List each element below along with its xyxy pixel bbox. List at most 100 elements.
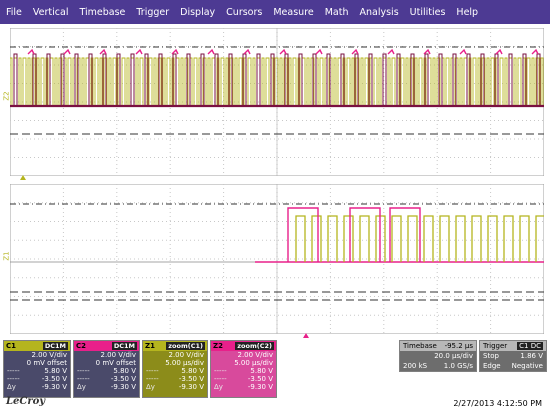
descriptor-header: Z2 zoom(C2) — [211, 341, 276, 351]
trigger-header: Trigger C1 DC — [480, 341, 546, 351]
date-time: 2/27/2013 4:12:50 PM — [453, 399, 542, 408]
descriptor-row: ----- -3.50 V — [4, 375, 70, 383]
descriptor-c1[interactable]: C1 DC1M 2.00 V/div 0 mV offset ----- 5.80 V --… — [3, 340, 71, 398]
descriptor-row-value: 5.80 V — [44, 367, 67, 375]
descriptor-tag: DC1M — [42, 342, 68, 350]
descriptor-row: ----- 5.80 V — [4, 367, 70, 375]
trigger-row: Edge Negative — [480, 361, 546, 371]
trigger-descriptor[interactable]: Trigger C1 DC Stop 1.86 V Edge Negative — [479, 340, 547, 372]
timebase-row: 200 kS 1.0 GS/s — [400, 361, 476, 371]
bottom-trace-marker: Z1 — [2, 251, 11, 261]
descriptor-tag: zoom(C2) — [235, 342, 274, 350]
descriptor-id: Z1 — [145, 342, 155, 350]
descriptor-row-value: -9.30 V — [110, 383, 136, 391]
descriptor-z1[interactable]: Z1 zoom(C1) 2.00 V/div 5.00 µs/div ----- 5.80… — [142, 340, 208, 398]
menu-math[interactable]: Math — [324, 6, 349, 18]
descriptor-row-label: ----- — [214, 367, 227, 375]
descriptor-row: ----- -3.50 V — [211, 375, 276, 383]
trigger-slope: Negative — [511, 362, 543, 370]
descriptor-row-value: -9.30 V — [178, 383, 204, 391]
descriptor-row-value: 2.00 V/div — [100, 351, 137, 359]
top-waveform-panel[interactable] — [10, 28, 544, 176]
bottom-waveform-panel[interactable] — [10, 184, 544, 334]
descriptor-row: ----- 5.80 V — [74, 367, 139, 375]
descriptor-row: ----- 5.80 V — [211, 367, 276, 375]
timebase-label: Timebase — [403, 342, 437, 350]
menu-analysis[interactable]: Analysis — [359, 6, 399, 18]
descriptor-row-value: 2.00 V/div — [168, 351, 205, 359]
descriptor-row-value: -9.30 V — [41, 383, 67, 391]
descriptor-row-value: 5.00 µs/div — [165, 359, 204, 367]
bottom-grid — [10, 184, 544, 334]
descriptor-row-label: ----- — [214, 375, 227, 383]
descriptor-row: 2.00 V/div — [211, 351, 276, 359]
timebase-rate: 1.0 GS/s — [443, 362, 473, 370]
descriptor-row-value: 5.00 µs/div — [234, 359, 273, 367]
menu-utilities[interactable]: Utilities — [409, 6, 446, 18]
lecroy-logo: LeCroy — [6, 396, 46, 407]
trigger-row: Stop 1.86 V — [480, 351, 546, 361]
descriptor-row: ----- -3.50 V — [74, 375, 139, 383]
descriptor-row-label: Δy — [7, 383, 16, 391]
descriptor-row: 0 mV offset — [74, 359, 139, 367]
descriptor-z2[interactable]: Z2 zoom(C2) 2.00 V/div 5.00 µs/div ----- 5.80… — [210, 340, 277, 398]
descriptor-row: 2.00 V/div — [143, 351, 207, 359]
menu-vertical[interactable]: Vertical — [32, 6, 69, 18]
timebase-descriptor[interactable]: Timebase -95.2 µs 20.0 µs/div 200 kS 1.0 GS/… — [399, 340, 477, 372]
bottom-trigger-arrow — [303, 333, 309, 338]
timebase-header: Timebase -95.2 µs — [400, 341, 476, 351]
descriptor-tag: zoom(C1) — [166, 342, 205, 350]
descriptor-row-label: ----- — [146, 375, 159, 383]
descriptor-row-value: 2.00 V/div — [31, 351, 68, 359]
top-trace-marker: Z2 — [2, 91, 11, 101]
trigger-type: Edge — [483, 362, 501, 370]
descriptor-row-label: Δy — [77, 383, 86, 391]
descriptor-row: ----- -3.50 V — [143, 375, 207, 383]
descriptor-row-label: ----- — [7, 367, 20, 375]
descriptor-row: 0 mV offset — [4, 359, 70, 367]
descriptor-row: 5.00 µs/div — [211, 359, 276, 367]
descriptor-header: Z1 zoom(C1) — [143, 341, 207, 351]
menu-trigger[interactable]: Trigger — [136, 6, 170, 18]
descriptor-row: ----- 5.80 V — [143, 367, 207, 375]
menu-help[interactable]: Help — [456, 6, 479, 18]
descriptor-row-label: ----- — [7, 375, 20, 383]
menu-timebase[interactable]: Timebase — [79, 6, 126, 18]
descriptor-row: 2.00 V/div — [74, 351, 139, 359]
menu-cursors[interactable]: Cursors — [226, 6, 263, 18]
menu-file[interactable]: File — [6, 6, 22, 18]
descriptor-row-value: 0 mV offset — [26, 359, 67, 367]
menu-display[interactable]: Display — [180, 6, 216, 18]
footer: LeCroy 2/27/2013 4:12:50 PM — [0, 396, 550, 412]
descriptor-row-value: -3.50 V — [247, 375, 273, 383]
menu-measure[interactable]: Measure — [273, 6, 314, 18]
descriptor-row-label: Δy — [146, 383, 155, 391]
descriptor-row-value: 5.80 V — [250, 367, 273, 375]
descriptor-row: 2.00 V/div — [4, 351, 70, 359]
descriptor-row-value: -9.30 V — [247, 383, 273, 391]
descriptor-row: Δy -9.30 V — [74, 383, 139, 391]
descriptor-row-value: -3.50 V — [110, 375, 136, 383]
timebase-row: 20.0 µs/div — [400, 351, 476, 361]
trace-c2-bottom-pulses — [287, 207, 421, 262]
timebase-delay: -95.2 µs — [444, 342, 473, 350]
descriptor-row-value: 0 mV offset — [95, 359, 136, 367]
descriptor-row: Δy -9.30 V — [4, 383, 70, 391]
trigger-level: 1.86 V — [520, 352, 543, 360]
descriptor-row: Δy -9.30 V — [211, 383, 276, 391]
descriptor-row-label: Δy — [214, 383, 223, 391]
descriptor-row-value: 5.80 V — [181, 367, 204, 375]
descriptor-header: C2 DC1M — [74, 341, 139, 351]
descriptor-row: Δy -9.30 V — [143, 383, 207, 391]
menu-bar: File Vertical Timebase Trigger Display Cursor… — [0, 0, 550, 24]
descriptor-row-value: 2.00 V/div — [237, 351, 274, 359]
descriptor-c2[interactable]: C2 DC1M 2.00 V/div 0 mV offset ----- 5.80 V --… — [73, 340, 140, 398]
descriptor-row: 5.00 µs/div — [143, 359, 207, 367]
descriptor-row-value: -3.50 V — [178, 375, 204, 383]
descriptor-row-label: ----- — [77, 367, 90, 375]
trigger-label: Trigger — [483, 342, 508, 350]
descriptor-header: C1 DC1M — [4, 341, 70, 351]
timebase-samples: 200 kS — [403, 362, 428, 370]
descriptor-id: Z2 — [213, 342, 223, 350]
timebase-per-div: 20.0 µs/div — [434, 352, 473, 360]
